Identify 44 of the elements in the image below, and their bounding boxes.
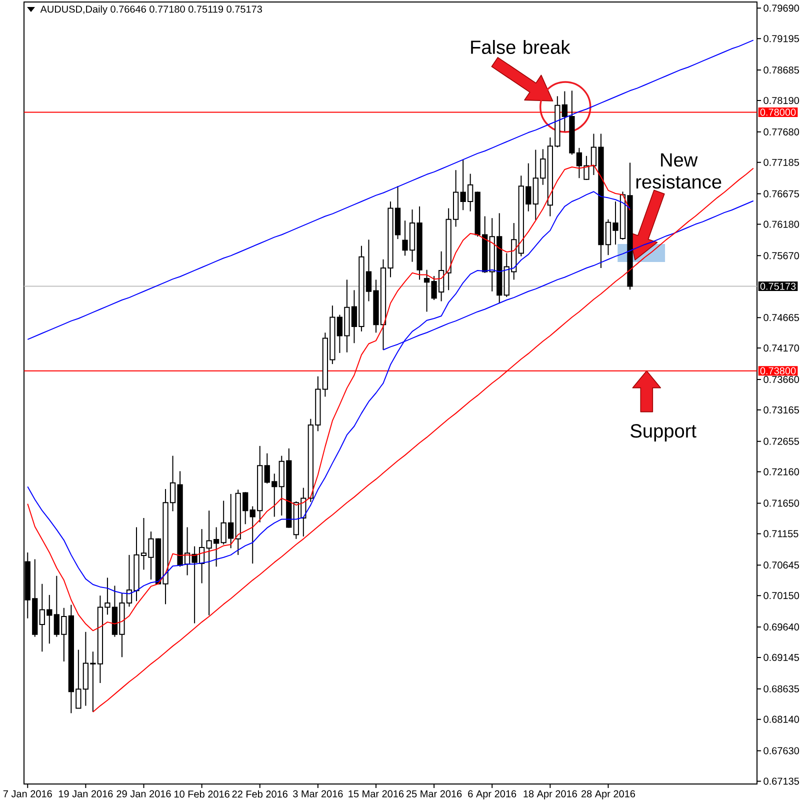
- x-tick-label: 18 Apr 2016: [524, 790, 577, 800]
- x-tick-label: 28 Apr 2016: [581, 790, 636, 800]
- y-tick-label: 0.69640: [764, 623, 800, 631]
- y-tick-label: 0.72655: [764, 438, 799, 445]
- x-tick-label: 29 Jan 2016: [116, 790, 171, 798]
- y-tick-label: 0.79690: [764, 4, 800, 12]
- x-tick-label: 10 Feb 2016: [174, 790, 230, 798]
- y-tick-label: 0.68635: [764, 685, 799, 692]
- y-tick-label: 0.79195: [764, 35, 799, 42]
- ref-line-label: 0.73800: [760, 367, 796, 374]
- x-tick-label: 3 Mar 2016: [293, 790, 343, 798]
- x-tick-label: 15 Mar 2016: [348, 790, 404, 798]
- annotation: New resistance: [636, 153, 722, 189]
- y-tick-label: 0.70150: [764, 592, 800, 600]
- x-tick-label: 19 Jan 2016: [58, 790, 113, 798]
- ref-line-label: 0.75173: [760, 282, 796, 290]
- y-tick-label: 0.67135: [764, 778, 799, 785]
- y-tick-label: 0.72160: [764, 468, 800, 476]
- y-tick-label: 0.70645: [764, 562, 799, 569]
- y-tick-label: 0.77680: [764, 128, 800, 136]
- y-tick-label: 0.67630: [764, 747, 800, 754]
- y-tick-label: 0.71650: [764, 500, 800, 507]
- y-tick-label: 0.76675: [764, 190, 799, 198]
- y-tick-label: 0.68140: [764, 716, 800, 723]
- y-tick-label: 0.75670: [764, 252, 800, 260]
- x-tick-label: 22 Feb 2016: [232, 790, 288, 798]
- y-tick-label: 0.74170: [764, 344, 800, 352]
- chart-title: AUDUSD,Daily 0.76646 0.77180 0.75119 0.75173: [40, 5, 262, 15]
- annotation: Support: [630, 424, 696, 442]
- y-tick-label: 0.73165: [764, 406, 799, 414]
- y-tick-label: 0.78190: [764, 96, 800, 104]
- x-tick-label: 6 Apr 2016: [468, 790, 516, 800]
- y-tick-label: 0.71155: [764, 530, 798, 538]
- y-tick-label: 0.73660: [764, 376, 800, 383]
- x-tick-label: 7 Jan 2016: [3, 790, 52, 798]
- y-tick-label: 0.77185: [764, 158, 799, 166]
- annotation: False break: [471, 40, 570, 54]
- y-tick-label: 0.76180: [764, 220, 800, 228]
- y-tick-label: 0.78685: [764, 66, 799, 74]
- candlestick: [562, 90, 568, 132]
- y-tick-label: 0.69145: [764, 654, 799, 662]
- y-tick-label: 0.74665: [764, 314, 799, 322]
- x-tick-label: 25 Mar 2016: [406, 790, 462, 798]
- ref-line-label: 0.78000: [760, 108, 796, 116]
